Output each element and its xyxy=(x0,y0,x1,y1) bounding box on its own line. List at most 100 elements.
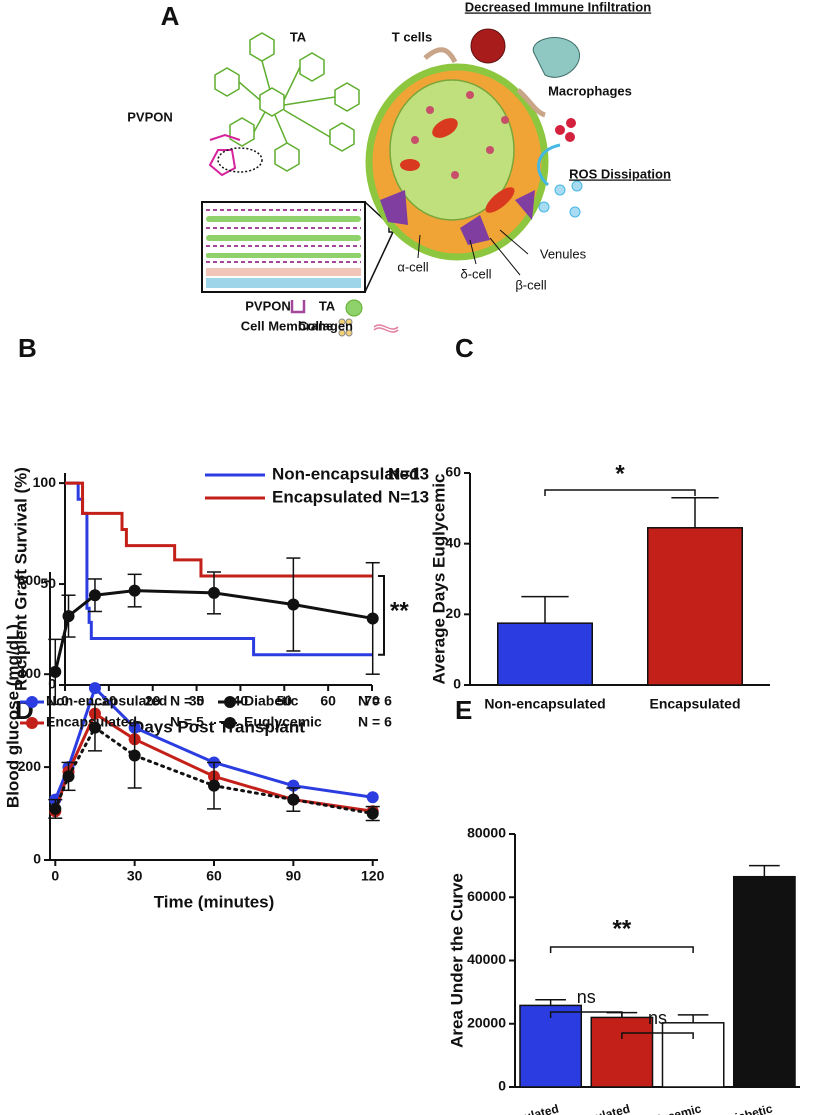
y-tick-label: 100 xyxy=(33,474,57,490)
y-tick-label: 40 xyxy=(445,534,461,550)
point xyxy=(62,770,75,783)
x-axis-label: Days Post Transplant xyxy=(132,717,305,736)
y-tick-label: 20 xyxy=(445,605,461,621)
diagram-label: PVPON xyxy=(127,109,173,124)
y-tick-label: 0 xyxy=(453,676,461,692)
panel-label: E xyxy=(455,695,472,725)
y-tick-label: 60000 xyxy=(467,888,506,904)
x-tick-label: Diabetic xyxy=(725,1101,774,1115)
bar xyxy=(497,622,593,686)
legend-marker xyxy=(26,696,38,708)
bracket xyxy=(378,574,385,656)
legend-n: N = 5 xyxy=(170,714,204,730)
diagram-label: Decreased Immune Infiltration xyxy=(465,0,651,14)
annotation: ** xyxy=(613,915,632,942)
legend-n: N = 6 xyxy=(358,714,392,730)
point xyxy=(287,793,300,806)
legend-n: N=13 xyxy=(388,487,429,506)
legend-label: Euglycemic xyxy=(244,714,322,730)
legend-n: N=13 xyxy=(388,464,429,483)
annotation: * xyxy=(615,460,625,487)
x-tick-label: 60 xyxy=(206,868,222,884)
x-tick-label: Non-encapsulated xyxy=(456,1101,560,1115)
y-axis-label: Blood glucose (mg/dL) xyxy=(3,624,22,808)
y-tick-label: 0 xyxy=(33,851,41,867)
diagram-label: Macrophages xyxy=(548,83,632,98)
diagram-label: ROS Dissipation xyxy=(569,166,671,181)
point xyxy=(62,610,75,623)
annotation: ns xyxy=(648,1008,667,1028)
annotation: ns xyxy=(577,987,596,1007)
panel-label: C xyxy=(455,333,474,363)
x-tick-label: 0 xyxy=(61,693,69,709)
diagram-label: TA xyxy=(319,298,336,313)
point xyxy=(128,584,141,597)
diagram-label: α-cell xyxy=(397,259,428,274)
bracket xyxy=(621,1032,694,1039)
y-axis-label: Recipient Graft Survival (%) xyxy=(11,467,30,691)
point xyxy=(49,802,62,815)
legend-label: Diabetic xyxy=(244,693,299,709)
x-tick-label: 0 xyxy=(51,868,59,884)
point xyxy=(208,586,220,599)
y-tick-label: 40000 xyxy=(467,951,506,967)
y-tick-label: 400 xyxy=(18,665,42,681)
point xyxy=(128,749,141,762)
point xyxy=(208,779,220,792)
x-tick-label: 70 xyxy=(364,693,380,709)
diagram-label: PVPON xyxy=(245,298,291,313)
legend-label: Non-encapsulated xyxy=(272,464,419,483)
point xyxy=(88,589,101,602)
bracket xyxy=(549,946,694,953)
legend-marker xyxy=(224,717,236,729)
y-tick-label: 60 xyxy=(445,464,461,480)
bracket xyxy=(549,1011,623,1018)
legend-marker xyxy=(224,696,236,708)
x-tick-label: Euglycemic xyxy=(635,1101,703,1115)
x-axis-label: Time (minutes) xyxy=(154,892,275,911)
diagram-label: T cells xyxy=(392,29,432,44)
diagram-label: Venules xyxy=(540,246,587,261)
x-tick-label: Non-encapsulated xyxy=(484,696,605,712)
diagram-label: δ-cell xyxy=(460,266,491,281)
y-tick-label: 80000 xyxy=(467,825,506,841)
annotation: ** xyxy=(390,597,409,624)
point xyxy=(366,807,379,820)
y-tick-label: 0 xyxy=(498,1078,506,1094)
bar xyxy=(519,1004,583,1088)
diagram-label: A xyxy=(161,1,180,31)
x-tick-label: 30 xyxy=(127,868,143,884)
legend-n: N = 5 xyxy=(170,693,204,709)
diagram-label: Collagen xyxy=(298,318,353,333)
legend-marker xyxy=(26,717,38,729)
point xyxy=(49,665,62,678)
y-tick-label: 20000 xyxy=(467,1014,506,1030)
legend-label: Encapsulated xyxy=(272,487,383,506)
diagram-label: Cell Membrane xyxy=(241,318,333,333)
diagram-art xyxy=(201,28,583,337)
point xyxy=(287,598,300,611)
y-tick-label: 0 xyxy=(48,676,56,692)
x-tick-label: 60 xyxy=(320,693,336,709)
legend-label: Encapsulated xyxy=(46,714,137,730)
survival-line xyxy=(65,481,372,578)
point xyxy=(366,612,379,625)
x-tick-label: 90 xyxy=(286,868,302,884)
bracket xyxy=(544,489,696,496)
point xyxy=(88,682,101,695)
y-tick-label: 50 xyxy=(40,575,56,591)
diagram-label: β-cell xyxy=(515,277,546,292)
x-tick-label: Encapsulated xyxy=(552,1101,631,1115)
x-tick-label: 30 xyxy=(189,693,205,709)
y-axis-label: Area Under the Curve xyxy=(447,873,466,1048)
x-tick-label: 120 xyxy=(361,868,385,884)
x-tick-label: Encapsulated xyxy=(649,696,740,712)
y-axis-label: Average Days Euglycemic xyxy=(429,473,448,684)
y-tick-label: 600 xyxy=(18,572,42,588)
x-tick-label: 50 xyxy=(276,693,292,709)
legend-n: N = 6 xyxy=(358,693,392,709)
legend-label: Non-encapsulated xyxy=(46,693,167,709)
survival-line xyxy=(65,481,372,657)
panel-label: B xyxy=(18,333,37,363)
